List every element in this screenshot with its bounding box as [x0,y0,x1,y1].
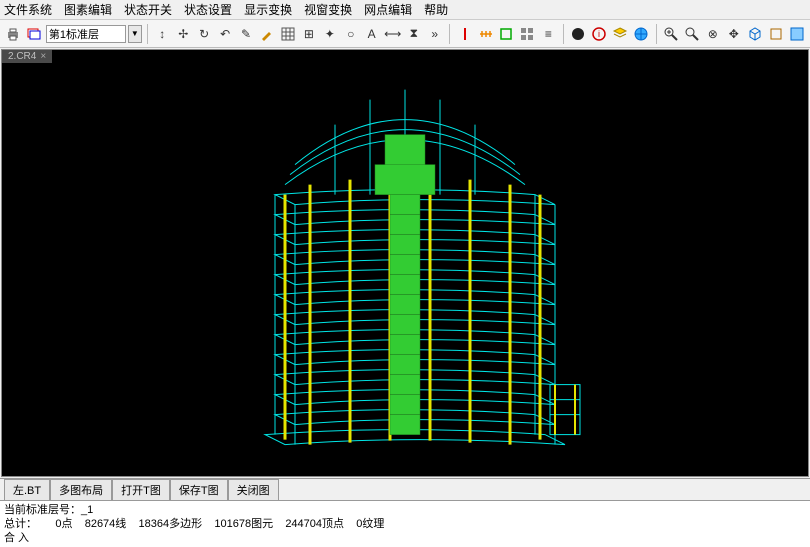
status-line-2: 总计： 0点 82674线 18364多边形 101678图元 244704顶点… [4,517,806,531]
rotate-icon[interactable]: ↻ [195,24,214,44]
menu-display[interactable]: 显示变换 [244,1,292,18]
undo-icon[interactable]: ↶ [216,24,235,44]
tab-save-t[interactable]: 保存T图 [170,479,228,500]
menu-view[interactable]: 视窗变换 [304,1,352,18]
svg-text:i: i [598,29,600,39]
snap-icon[interactable]: ✦ [320,24,339,44]
align-icon[interactable]: ≡ [539,24,558,44]
status-line-3: 合 入 [4,531,806,545]
move-icon[interactable]: ✢ [174,24,193,44]
info-black-icon[interactable] [569,24,588,44]
tab-open-t[interactable]: 打开T图 [112,479,170,500]
menu-bar: 文件系统 图素编辑 状态开关 状态设置 显示变换 视窗变换 网点编辑 帮助 [0,0,810,20]
circle-icon[interactable]: ○ [341,24,360,44]
close-icon[interactable]: × [40,51,46,62]
status-line-1: 当前标准层号：_1 [4,503,806,517]
info-icon[interactable]: i [590,24,609,44]
zoom-in-icon[interactable] [661,24,680,44]
menu-file[interactable]: 文件系统 [4,1,52,18]
grid-icon[interactable] [278,24,297,44]
refresh-icon[interactable] [787,24,806,44]
layers-icon[interactable] [25,24,44,44]
pencil-icon[interactable]: ✎ [237,24,256,44]
layer-input[interactable] [46,25,126,43]
tab-close[interactable]: 关闭图 [228,479,279,500]
menu-help[interactable]: 帮助 [424,1,448,18]
ortho-icon[interactable]: ⊞ [299,24,318,44]
col-red-icon[interactable] [455,24,474,44]
chevrons-icon[interactable]: » [425,24,444,44]
status-bar: 当前标准层号：_1 总计： 0点 82674线 18364多边形 101678图… [0,500,810,547]
grid2-icon[interactable] [518,24,537,44]
view3d-icon[interactable] [745,24,764,44]
viewport-tab[interactable]: 2.CR4 × [2,50,52,63]
brush-icon[interactable] [258,24,277,44]
bottom-tab-bar: 左.BT 多图布局 打开T图 保存T图 关闭图 [0,478,810,500]
layer-dropdown-icon[interactable]: ▼ [128,25,142,43]
pan-icon[interactable]: ✥ [724,24,743,44]
building-wireframe [215,45,595,465]
viewport-tab-label: 2.CR4 [8,51,36,62]
dim-icon[interactable]: ⟷ [383,24,402,44]
layer-selector[interactable]: ▼ [46,23,142,45]
mirror-icon[interactable]: ⧗ [404,24,423,44]
print-icon[interactable] [4,24,23,44]
globe-icon[interactable] [632,24,651,44]
col-orange-icon[interactable] [476,24,495,44]
arrow-icon[interactable]: ↕ [153,24,172,44]
text-icon[interactable]: A [362,24,381,44]
menu-edit[interactable]: 图素编辑 [64,1,112,18]
zoom-out-icon[interactable]: ⊗ [703,24,722,44]
layers2-icon[interactable] [611,24,630,44]
menu-state-switch[interactable]: 状态开关 [124,1,172,18]
zoom-fit-icon[interactable] [682,24,701,44]
tab-left-bt[interactable]: 左.BT [4,479,50,500]
col-green-icon[interactable] [497,24,516,44]
viewtop-icon[interactable] [766,24,785,44]
viewport-3d[interactable]: 2.CR4 × [1,49,809,477]
tab-multi-layout[interactable]: 多图布局 [50,479,112,500]
menu-grid-edit[interactable]: 网点编辑 [364,1,412,18]
menu-state-settings[interactable]: 状态设置 [184,1,232,18]
